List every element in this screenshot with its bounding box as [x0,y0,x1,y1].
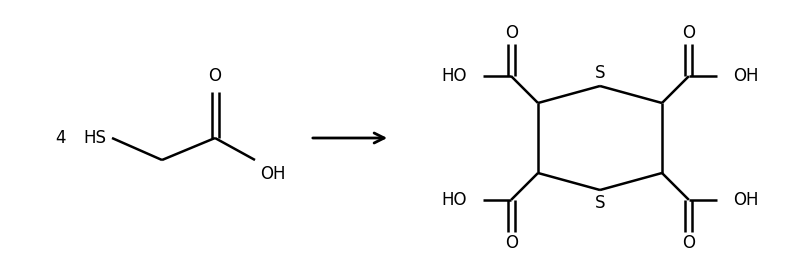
Text: S: S [594,64,606,82]
Text: OH: OH [260,165,286,183]
Text: O: O [209,67,221,85]
Text: HS: HS [84,129,106,147]
Text: O: O [505,234,518,252]
Text: O: O [505,24,518,42]
Text: O: O [682,234,695,252]
Text: S: S [594,194,606,212]
Text: 4: 4 [55,129,66,147]
Text: OH: OH [733,191,758,209]
Text: O: O [682,24,695,42]
Text: HO: HO [442,67,467,85]
Text: OH: OH [733,67,758,85]
Text: HO: HO [442,191,467,209]
